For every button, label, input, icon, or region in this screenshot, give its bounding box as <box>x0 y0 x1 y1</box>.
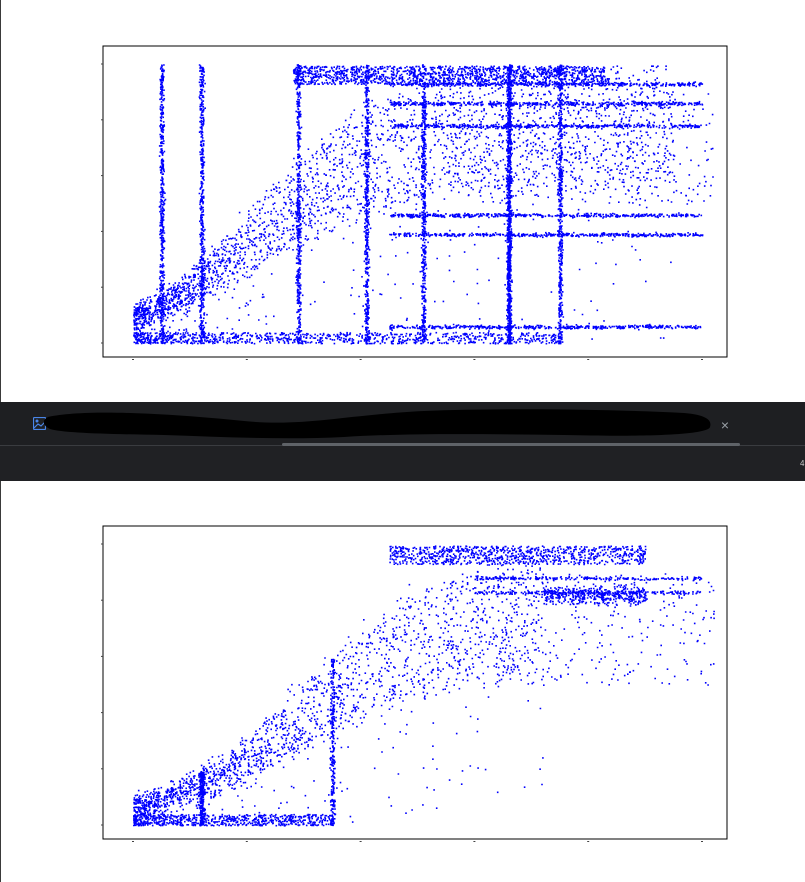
x-tick <box>359 841 362 842</box>
tab-scrollbar-thumb[interactable] <box>282 443 740 446</box>
x-tick <box>132 841 134 842</box>
scatter-point-cloud <box>133 64 714 345</box>
scatter-point-cloud <box>133 545 715 827</box>
x-tick <box>473 359 476 360</box>
top-plot-frame <box>102 45 728 358</box>
y-tick <box>101 543 103 545</box>
x-tick <box>701 841 703 842</box>
x-tick <box>587 359 590 360</box>
top-scatter-points <box>133 64 714 345</box>
y-tick <box>101 824 103 826</box>
y-tick <box>101 63 103 65</box>
bottom-scatter-plot <box>101 525 728 842</box>
y-tick <box>101 119 103 121</box>
bottom-plot-frame <box>102 525 728 840</box>
editor-toolbar-strip <box>0 446 805 481</box>
bottom-scatter-points <box>133 545 715 827</box>
y-tick <box>101 342 103 344</box>
x-tick <box>587 841 590 842</box>
top-y-ticks <box>101 63 103 344</box>
x-tick <box>132 359 134 360</box>
y-tick <box>101 286 103 288</box>
x-tick <box>359 359 362 360</box>
bottom-y-ticks <box>101 543 103 826</box>
y-tick <box>101 230 103 232</box>
x-tick <box>245 359 248 360</box>
bottom-figure-pane <box>0 481 805 882</box>
x-tick <box>245 841 248 842</box>
y-tick <box>101 175 103 177</box>
y-tick <box>101 655 103 657</box>
redaction-mark <box>44 409 711 439</box>
x-tick <box>473 841 476 842</box>
top-figure-pane <box>0 0 805 402</box>
y-tick <box>101 712 103 714</box>
edge-glyph: 4 <box>800 460 805 468</box>
x-tick <box>701 359 703 360</box>
y-tick <box>101 599 103 601</box>
top-x-ticks <box>132 359 703 360</box>
top-scatter-plot <box>101 45 728 360</box>
y-tick <box>101 768 103 770</box>
close-tab-button[interactable]: × <box>720 417 730 433</box>
bottom-x-ticks <box>132 841 703 842</box>
